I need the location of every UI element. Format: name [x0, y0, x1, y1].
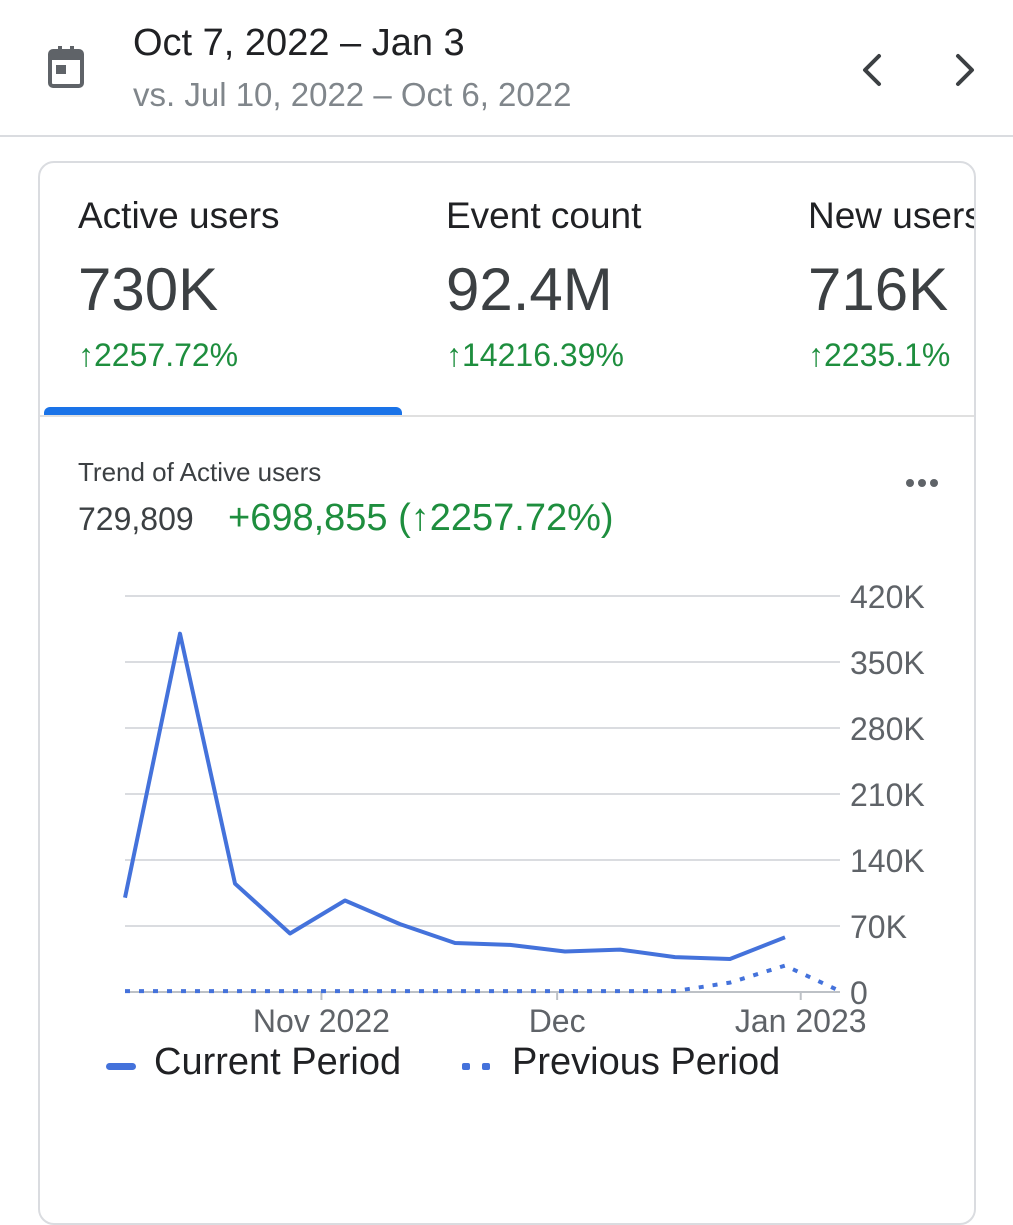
- y-tick-label: 350K: [850, 645, 925, 681]
- metric-label: New users: [808, 195, 976, 236]
- y-tick-label: 70K: [850, 909, 907, 945]
- x-tick-label: Nov 2022: [253, 1003, 390, 1039]
- metric-value: 92.4M: [446, 256, 613, 323]
- tab-new-users[interactable]: New users 716K ↑2235.1%: [808, 163, 976, 413]
- trend-delta: +698,855 (↑2257.72%): [228, 497, 614, 539]
- calendar-icon[interactable]: [48, 46, 84, 88]
- chevron-right-icon[interactable]: [944, 48, 984, 92]
- legend-previous-label[interactable]: Previous Period: [512, 1041, 781, 1083]
- metric-value: 716K: [808, 256, 949, 323]
- y-tick-label: 210K: [850, 777, 925, 813]
- tab-divider: [40, 415, 974, 417]
- tab-active-users[interactable]: Active users 730K ↑2257.72%: [78, 163, 408, 413]
- legend-previous-swatch: [462, 1063, 490, 1070]
- legend-current-label[interactable]: Current Period: [154, 1041, 402, 1083]
- more-options-icon[interactable]: [902, 471, 942, 495]
- y-tick-label: 0: [850, 975, 868, 1011]
- chevron-left-icon[interactable]: [853, 48, 893, 92]
- metric-label: Event count: [446, 195, 642, 236]
- compare-range-text: vs. Jul 10, 2022 – Oct 6, 2022: [133, 76, 572, 113]
- tab-event-count[interactable]: Event count 92.4M ↑14216.39%: [446, 163, 776, 413]
- y-tick-label: 420K: [850, 579, 925, 615]
- series-line-previous-period: [125, 963, 841, 994]
- x-tick-label: Dec: [529, 1003, 586, 1039]
- metric-delta: ↑2257.72%: [78, 337, 239, 373]
- series-line-current-period: [123, 631, 786, 961]
- trend-value: 729,809: [78, 501, 194, 537]
- trend-title: Trend of Active users: [78, 457, 322, 487]
- metric-delta: ↑2235.1%: [808, 337, 951, 373]
- y-tick-label: 140K: [850, 843, 925, 879]
- metric-delta: ↑14216.39%: [446, 337, 624, 373]
- metrics-card: Active users 730K ↑2257.72% Event count …: [38, 161, 976, 1225]
- selected-tab-indicator: [44, 407, 402, 415]
- legend-current-swatch: [106, 1063, 136, 1070]
- metric-value: 730K: [78, 256, 219, 323]
- metric-label: Active users: [78, 195, 280, 236]
- date-range-header: Oct 7, 2022 – Jan 3 vs. Jul 10, 2022 – O…: [0, 0, 1013, 137]
- y-tick-label: 280K: [850, 711, 925, 747]
- date-range-text[interactable]: Oct 7, 2022 – Jan 3: [133, 22, 465, 64]
- chart-legend: Current Period Previous Period: [106, 1041, 866, 1091]
- trend-chart: 420K 350K 280K 210K 140K 70K 0 Nov 2022 Dec Jan 2…: [123, 579, 925, 1039]
- x-tick-label: Jan 2023: [735, 1003, 867, 1039]
